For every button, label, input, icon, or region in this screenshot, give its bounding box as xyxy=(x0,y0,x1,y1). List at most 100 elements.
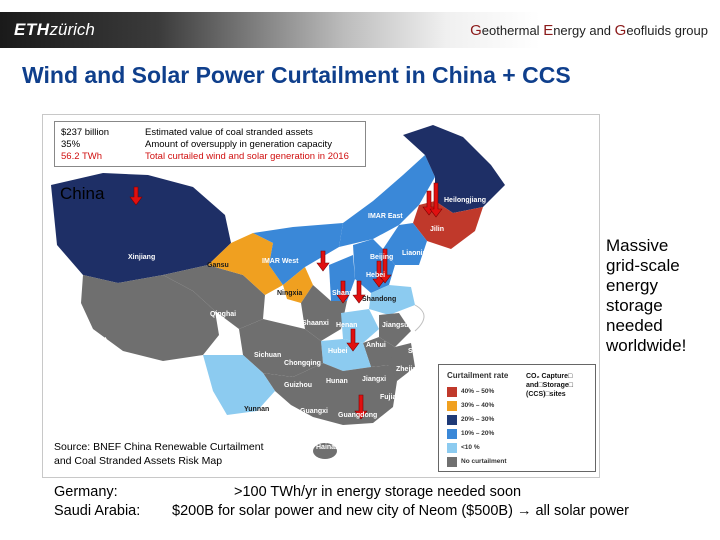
stat-key: $237 billion xyxy=(61,127,110,138)
legend-swatch xyxy=(447,443,457,453)
region-henan xyxy=(341,309,379,343)
legend-item: <10 % xyxy=(447,443,537,454)
bottom-line-germany: Germany: >100 TWh/yr in energy storage ne… xyxy=(54,484,521,500)
china-curtailment-map xyxy=(42,114,600,478)
group-word: eofluids xyxy=(626,23,672,38)
map-legend: Curtailment rate 40% – 50% 30% – 40% 20%… xyxy=(438,364,596,472)
group-name: Geothermal Energy and Geofluids group xyxy=(470,22,708,39)
label-gansu: Gansu xyxy=(207,262,229,269)
region-qinghai xyxy=(163,265,265,329)
group-initial-g2: G xyxy=(614,22,627,39)
label-ningxia: Ningxia xyxy=(277,290,303,297)
side-note-line: worldwide! xyxy=(606,336,687,355)
coastline xyxy=(414,304,425,332)
label-shandong: Shandong xyxy=(362,296,397,303)
bottom-key: Saudi Arabia: xyxy=(54,503,141,519)
arrow-liaoning xyxy=(378,248,392,284)
region-tibet xyxy=(81,275,219,361)
region-hubei xyxy=(321,339,371,371)
label-imar-west: IMAR West xyxy=(262,258,299,265)
bottom-line-saudi: Saudi Arabia: $200B for solar power and n… xyxy=(54,503,629,519)
bottom-value: >100 TWh/yr in energy storage needed soo… xyxy=(234,484,522,500)
legend-item: 40% – 50% xyxy=(447,387,537,398)
label-anhui: Anhui xyxy=(366,342,386,349)
logo-italic: zürich xyxy=(49,20,95,39)
legend-item: 30% – 40% xyxy=(447,401,537,412)
stat-key: 56.2 TWh xyxy=(61,151,103,162)
label-xinjiang: Xinjiang xyxy=(128,254,156,261)
arrow-xinjiang xyxy=(129,186,143,206)
legend-item: No curtailment xyxy=(447,457,537,468)
bottom-key: Germany: xyxy=(54,484,118,500)
arrow-hebei-1 xyxy=(352,280,366,304)
legend-swatch xyxy=(447,415,457,425)
arrow-guangdong xyxy=(354,394,368,420)
arrow-gansu xyxy=(316,250,330,272)
label-hebei: Hebei xyxy=(366,272,386,279)
region-yunnan xyxy=(203,355,275,415)
legend-label: 10% – 20% xyxy=(461,430,495,437)
map-source: Source: BNEF China Renewable Curtailment… xyxy=(54,440,264,468)
stats-box: $237 billion Estimated value of coal str… xyxy=(54,121,366,167)
label-imar-east: IMAR East xyxy=(368,213,403,220)
group-word: nergy and xyxy=(553,23,615,38)
group-word: group xyxy=(671,23,708,38)
legend-item: 10% – 20% xyxy=(447,429,537,440)
label-yunnan: Yunnan xyxy=(244,406,270,413)
region-sichuan xyxy=(239,319,323,377)
label-guangxi: Guangxi xyxy=(300,408,329,415)
ccs-line: and□Storage□ xyxy=(526,382,573,389)
region-imar-west xyxy=(231,223,343,285)
region-anhui xyxy=(363,337,395,367)
side-note-line: energy xyxy=(606,276,658,295)
group-initial-g: G xyxy=(470,22,482,39)
legend-swatch xyxy=(447,387,457,397)
side-note-line: Massive xyxy=(606,236,669,255)
side-note-line: grid-scale xyxy=(606,256,680,275)
label-hubei: Hubei xyxy=(328,348,348,355)
region-imar-east xyxy=(339,155,435,247)
arrow-hubei xyxy=(346,328,360,352)
label-liaoning: Liaoning xyxy=(402,250,432,257)
ccs-line: (CCS)□sites xyxy=(526,391,566,398)
label-tibet: Tibet xyxy=(90,337,107,344)
legend-item: 20% – 30% xyxy=(447,415,537,426)
label-henan: Henan xyxy=(336,322,358,329)
map-svg xyxy=(51,125,552,459)
legend-swatch xyxy=(447,401,457,411)
map-label-china: China xyxy=(60,184,105,203)
label-chongqing: Chongqing xyxy=(284,360,321,367)
stat-value: Total curtailed wind and solar generatio… xyxy=(145,151,349,162)
side-note-line: storage xyxy=(606,296,663,315)
header-bar: ETHzürich Geothermal Energy and Geofluid… xyxy=(0,12,720,48)
legend-swatch xyxy=(447,429,457,439)
region-liaoning xyxy=(383,223,427,265)
eth-logo: ETHzürich xyxy=(14,20,95,40)
slide-title: Wind and Solar Power Curtailment in Chin… xyxy=(22,62,571,88)
source-line: and Coal Stranded Assets Risk Map xyxy=(54,455,223,467)
label-guangdong: Guangdong xyxy=(338,412,378,419)
stat-value: Amount of oversupply in generation capac… xyxy=(145,139,332,150)
legend-label: <10 % xyxy=(461,444,480,451)
label-jilin: Jilin xyxy=(430,226,445,233)
legend-label: No curtailment xyxy=(461,458,507,465)
label-jiangsu: Jiangsu xyxy=(382,322,409,329)
ccs-line: CO₂ Capture□ xyxy=(526,373,573,380)
label-jiangxi: Jiangxi xyxy=(362,376,387,383)
region-shanxi xyxy=(329,255,355,301)
legend-title: Curtailment rate xyxy=(447,371,509,380)
label-shanxi: Shanxi xyxy=(332,290,355,297)
legend-label: 30% – 40% xyxy=(461,402,495,409)
arrow-hebei-2 xyxy=(372,260,386,288)
legend-swatch xyxy=(447,457,457,467)
side-note: Massive grid-scale energy storage needed… xyxy=(606,236,710,356)
label-beijing: Beijing xyxy=(370,254,394,261)
logo-bold: ETH xyxy=(14,20,50,39)
stat-value: Estimated value of coal stranded assets xyxy=(145,127,313,138)
label-guizhou: Guizhou xyxy=(284,382,312,389)
region-south xyxy=(263,363,397,425)
region-hainan xyxy=(313,443,337,459)
label-heilongjiang: Heilongjiang xyxy=(444,197,486,204)
region-zhejiang xyxy=(387,343,415,381)
legend-label: 20% – 30% xyxy=(461,416,495,423)
